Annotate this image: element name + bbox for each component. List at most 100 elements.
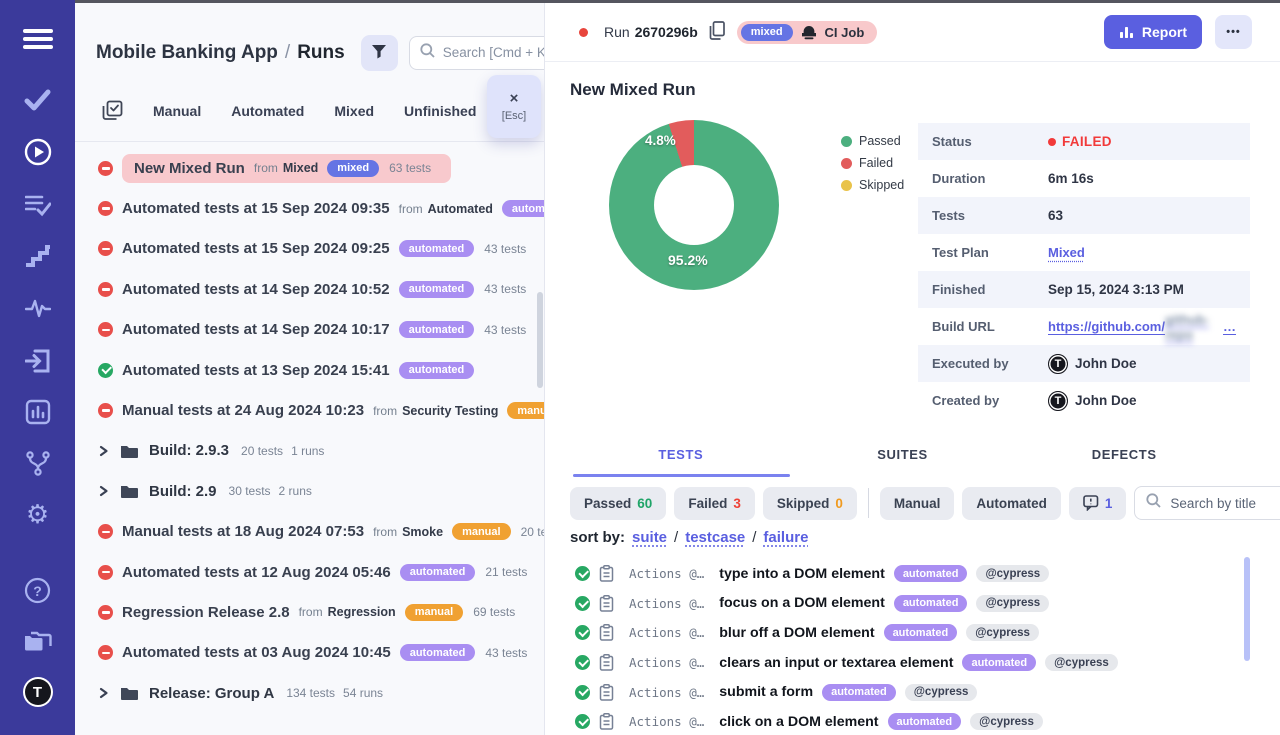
tab-defects[interactable]: DEFECTS: [1013, 447, 1235, 476]
test-list-item[interactable]: Actions @… clears an input or textarea e…: [575, 648, 1280, 678]
failed-icon: [98, 322, 113, 337]
folder-title: Release: Group A: [149, 685, 274, 702]
automated-badge: automated: [894, 595, 968, 612]
list-check-icon[interactable]: [0, 193, 75, 217]
sort-by-suite-link[interactable]: suite: [632, 529, 667, 546]
import-icon[interactable]: [0, 348, 75, 374]
from-suite: Smoke: [402, 525, 443, 539]
from-label: from: [254, 161, 278, 175]
test-suite-path[interactable]: Actions @…: [629, 714, 704, 729]
tab-mixed[interactable]: Mixed: [334, 103, 374, 119]
gear-icon[interactable]: ⚙: [0, 501, 75, 527]
logo-avatar[interactable]: T: [0, 677, 75, 707]
copy-run-id-button[interactable]: [708, 21, 725, 43]
breadcrumb-separator: /: [285, 42, 290, 63]
test-title: type into a DOM element: [719, 566, 885, 582]
test-list-item[interactable]: Actions @… type into a DOM element autom…: [575, 559, 1280, 589]
chevron-right-icon[interactable]: [98, 445, 109, 457]
tests-search-input[interactable]: [1170, 496, 1280, 511]
chips-divider: [868, 488, 869, 518]
window-top-edge: [0, 0, 1280, 3]
info-row-test-plan: Test Plan Mixed: [918, 234, 1250, 271]
select-all-icon[interactable]: [102, 100, 123, 121]
run-list-item[interactable]: Regression Release 2.8 from Regression m…: [75, 592, 544, 632]
filter-button[interactable]: [361, 35, 398, 71]
test-list-item[interactable]: Actions @… focus on a DOM element automa…: [575, 589, 1280, 619]
runs-search-input[interactable]: [443, 45, 545, 60]
folders-icon[interactable]: [0, 628, 75, 652]
folder-list-item[interactable]: Build: 2.9.3 20 tests 1 runs: [75, 431, 544, 471]
tab-suites[interactable]: SUITES: [792, 447, 1014, 476]
menu-icon[interactable]: [0, 27, 75, 51]
executed-by-value: John Doe: [1075, 356, 1137, 371]
run-list-item[interactable]: Automated tests at 12 Aug 2024 05:46 aut…: [75, 552, 544, 592]
tag-badge[interactable]: @cypress: [1045, 654, 1118, 671]
tab-manual[interactable]: Manual: [153, 103, 201, 119]
failed-filter-chip[interactable]: Failed 3: [674, 487, 755, 520]
close-filter-button[interactable]: × [Esc]: [487, 75, 541, 138]
failed-icon: [98, 201, 113, 216]
test-suite-path[interactable]: Actions @…: [629, 566, 704, 581]
avatar: T: [1048, 391, 1068, 411]
play-circle-icon[interactable]: [0, 138, 75, 166]
tag-badge[interactable]: @cypress: [970, 713, 1043, 730]
tab-unfinished[interactable]: Unfinished: [404, 103, 476, 119]
sort-by-failure-link[interactable]: failure: [763, 529, 808, 546]
help-icon[interactable]: ?: [0, 577, 75, 604]
run-list-item[interactable]: Manual tests at 18 Aug 2024 07:53 from S…: [75, 512, 544, 552]
automated-filter-chip[interactable]: Automated: [962, 487, 1061, 520]
chevron-right-icon[interactable]: [98, 687, 109, 699]
tag-badge[interactable]: @cypress: [976, 595, 1049, 612]
tab-tests[interactable]: TESTS: [570, 447, 792, 476]
test-list-item[interactable]: Actions @… click on a DOM element automa…: [575, 707, 1280, 735]
from-suite: Regression: [328, 605, 396, 619]
run-type-badge: mixed: [327, 160, 379, 177]
pulse-icon[interactable]: [0, 297, 75, 319]
test-suite-path[interactable]: Actions @…: [629, 596, 704, 611]
check-icon[interactable]: [0, 88, 75, 112]
branch-icon[interactable]: [0, 450, 75, 477]
test-title: submit a form: [719, 684, 813, 700]
folder-list-item[interactable]: Build: 2.9 30 tests 2 runs: [75, 471, 544, 511]
duration-value: 6m 16s: [1048, 171, 1094, 186]
steps-icon[interactable]: [0, 245, 75, 267]
test-suite-path[interactable]: Actions @…: [629, 655, 704, 670]
build-url-link[interactable]: https://github.com/github-repo…: [1048, 312, 1236, 342]
folder-tests-count: 30 tests: [229, 484, 271, 498]
tag-badge[interactable]: @cypress: [966, 624, 1039, 641]
run-list-item[interactable]: Automated tests at 13 Sep 2024 15:41 aut…: [75, 350, 544, 390]
test-plan-link[interactable]: Mixed: [1048, 245, 1085, 260]
report-button[interactable]: Report: [1104, 15, 1202, 49]
breadcrumb-project[interactable]: Mobile Banking App: [96, 42, 278, 63]
tests-list-scrollbar[interactable]: [1244, 557, 1250, 661]
manual-filter-chip[interactable]: Manual: [880, 487, 955, 520]
ci-job-pill[interactable]: mixed CI Job: [737, 21, 878, 44]
legend-item-failed: Failed: [841, 156, 904, 170]
runs-list-scrollbar[interactable]: [537, 292, 543, 388]
tab-automated[interactable]: Automated: [231, 103, 304, 119]
test-list-item[interactable]: Actions @… submit a form automated @cypr…: [575, 677, 1280, 707]
run-list-item[interactable]: Automated tests at 14 Sep 2024 10:52 aut…: [75, 269, 544, 309]
skipped-filter-chip[interactable]: Skipped 0: [763, 487, 857, 520]
run-label: Run: [604, 24, 630, 40]
run-list-item[interactable]: Automated tests at 14 Sep 2024 10:17 aut…: [75, 310, 544, 350]
run-tests-count: 43 tests: [484, 323, 526, 337]
sort-by-testcase-link[interactable]: testcase: [685, 529, 745, 546]
tag-badge[interactable]: @cypress: [905, 684, 978, 701]
test-list-item[interactable]: Actions @… blur off a DOM element automa…: [575, 618, 1280, 648]
comments-filter-chip[interactable]: 1: [1069, 487, 1127, 520]
test-suite-path[interactable]: Actions @…: [629, 685, 704, 700]
test-suite-path[interactable]: Actions @…: [629, 625, 704, 640]
comments-count: 1: [1105, 496, 1113, 511]
folder-list-item[interactable]: Release: Group A 134 tests 54 runs: [75, 673, 544, 713]
run-list-item[interactable]: Automated tests at 15 Sep 2024 09:35 fro…: [75, 188, 544, 228]
more-actions-button[interactable]: •••: [1215, 15, 1252, 49]
run-list-item[interactable]: New Mixed Run from Mixed mixed 63 tests: [75, 148, 544, 188]
run-list-item[interactable]: Automated tests at 03 Aug 2024 10:45 aut…: [75, 633, 544, 673]
passed-filter-chip[interactable]: Passed 60: [570, 487, 666, 520]
run-list-item[interactable]: Automated tests at 15 Sep 2024 09:25 aut…: [75, 229, 544, 269]
run-list-item[interactable]: Manual tests at 24 Aug 2024 10:23 from S…: [75, 390, 544, 430]
bar-chart-icon[interactable]: [0, 399, 75, 425]
chevron-right-icon[interactable]: [98, 485, 109, 497]
tag-badge[interactable]: @cypress: [976, 565, 1049, 582]
